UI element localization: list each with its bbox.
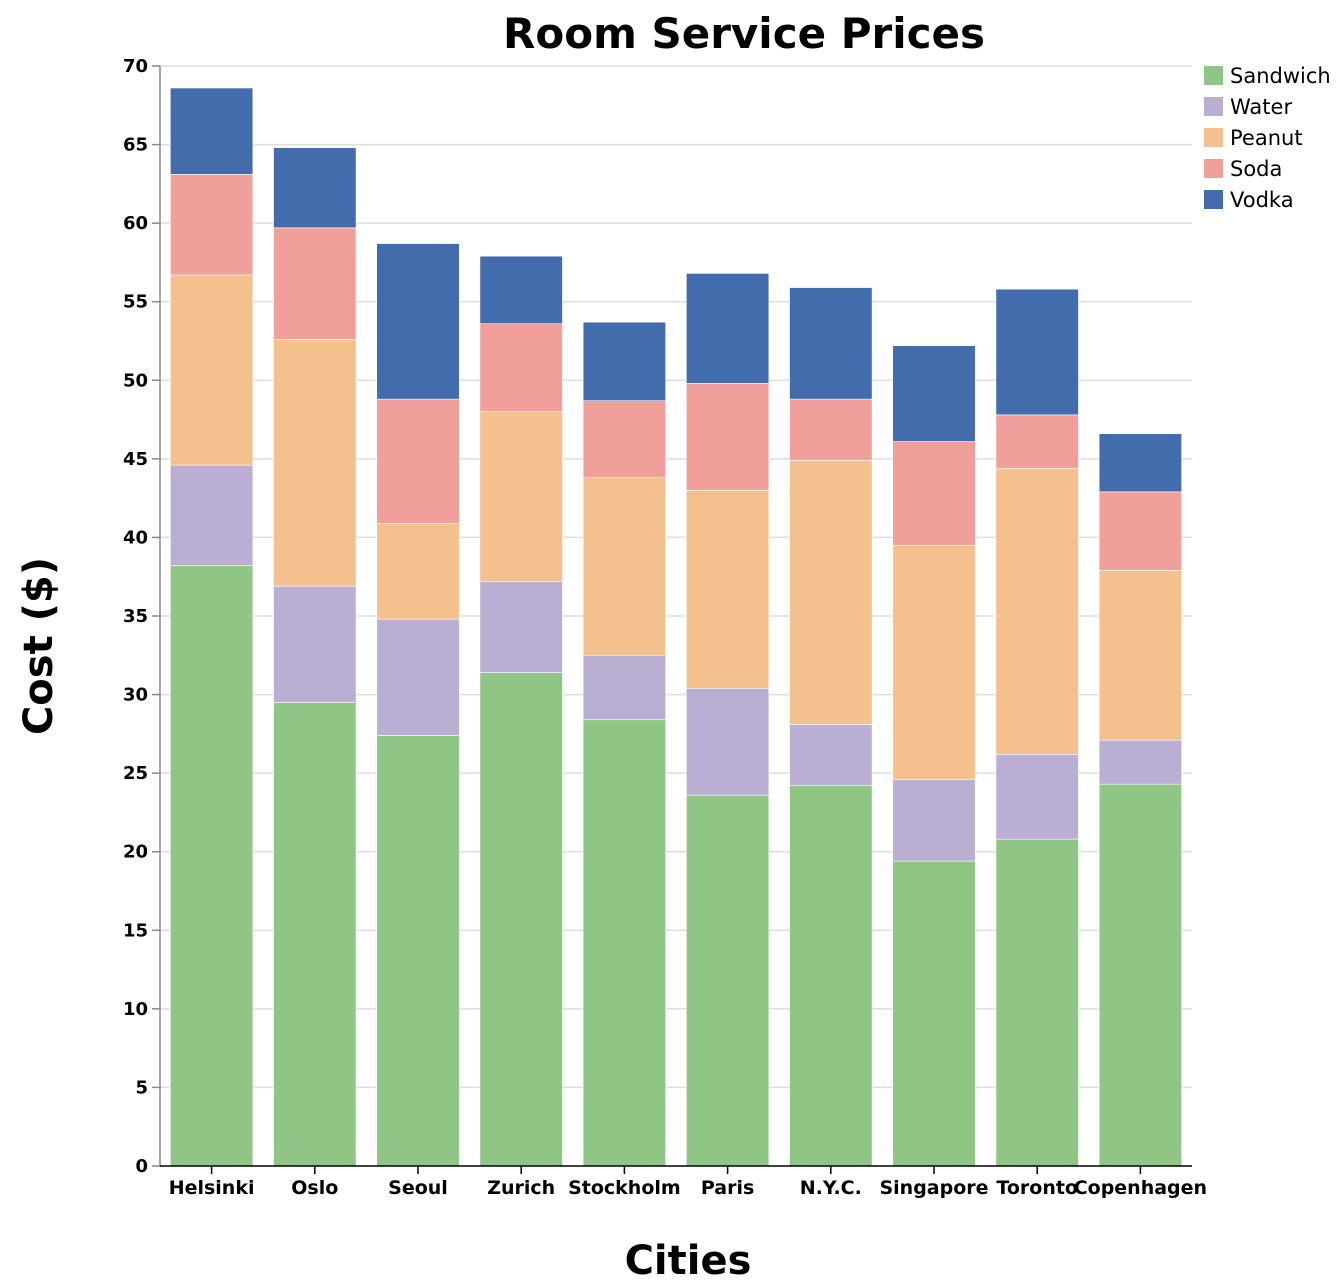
bar-peanut-seoul	[376, 522, 460, 620]
bar-vodka-copenhagen	[1098, 433, 1182, 493]
legend-swatch-water	[1204, 97, 1223, 116]
y-tick-label: 55	[123, 292, 148, 313]
bar-sandwich-n-y-c-	[789, 785, 873, 1167]
x-tick-label: Toronto	[996, 1177, 1078, 1199]
legend-swatch-sandwich	[1204, 66, 1223, 85]
bar-vodka-n-y-c-	[789, 287, 873, 400]
bar-vodka-stockholm	[582, 321, 666, 402]
legend-swatch-vodka	[1204, 190, 1223, 209]
y-tick-label: 15	[123, 920, 148, 941]
bar-peanut-singapore	[892, 544, 976, 780]
legend-label-soda: Soda	[1230, 157, 1282, 181]
bar-water-toronto	[995, 753, 1079, 840]
bars	[170, 87, 1182, 1167]
y-tick-label: 5	[135, 1077, 148, 1098]
x-ticks: Helsinki Oslo Seoul Zurich Stockholm Paris N.Y…	[169, 1166, 1207, 1199]
y-tick-label: 45	[123, 449, 148, 470]
y-tick-label: 0	[135, 1156, 148, 1177]
bar-soda-n-y-c-	[789, 398, 873, 461]
bar-water-singapore	[892, 779, 976, 862]
bar-sandwich-oslo	[273, 702, 357, 1167]
bar-sandwich-paris	[686, 794, 770, 1167]
bar-water-copenhagen	[1098, 739, 1182, 785]
bar-vodka-singapore	[892, 345, 976, 442]
chart-title: Room Service Prices	[503, 9, 985, 58]
y-tick-label: 30	[123, 685, 148, 706]
legend: Sandwich Water Peanut Soda Vodka	[1204, 64, 1331, 212]
bar-sandwich-stockholm	[582, 719, 666, 1167]
bar-vodka-oslo	[273, 147, 357, 229]
legend-swatch-soda	[1204, 159, 1223, 178]
bar-soda-stockholm	[582, 400, 666, 479]
x-tick-label: Seoul	[388, 1177, 448, 1199]
legend-swatch-peanut	[1204, 128, 1223, 147]
bar-water-paris	[686, 687, 770, 796]
bar-peanut-paris	[686, 489, 770, 689]
y-axis-label: Cost ($)	[16, 557, 62, 735]
x-tick-label: Paris	[701, 1177, 754, 1199]
bar-peanut-copenhagen	[1098, 570, 1182, 741]
bar-soda-helsinki	[170, 174, 254, 276]
bar-sandwich-zurich	[479, 672, 563, 1167]
bar-water-helsinki	[170, 464, 254, 567]
y-tick-label: 25	[123, 763, 148, 784]
bar-peanut-toronto	[995, 467, 1079, 755]
x-tick-label: Zurich	[487, 1177, 555, 1199]
y-tick-label: 20	[123, 842, 148, 863]
bar-peanut-zurich	[479, 411, 563, 582]
bar-soda-oslo	[273, 227, 357, 340]
x-tick-label: Copenhagen	[1074, 1177, 1207, 1199]
legend-label-water: Water	[1230, 95, 1292, 119]
x-tick-label: N.Y.C.	[800, 1177, 862, 1199]
y-tick-label: 10	[123, 999, 148, 1020]
x-tick-label: Helsinki	[169, 1177, 255, 1199]
y-tick-label: 60	[123, 213, 148, 234]
y-tick-label: 35	[123, 606, 148, 627]
bar-sandwich-seoul	[376, 735, 460, 1167]
bar-peanut-stockholm	[582, 477, 666, 656]
bar-sandwich-toronto	[995, 838, 1079, 1167]
x-tick-label: Stockholm	[568, 1177, 681, 1199]
y-tick-label: 40	[123, 527, 148, 548]
bar-vodka-paris	[686, 273, 770, 384]
y-tick-label: 65	[123, 135, 148, 156]
x-axis-label: Cities	[625, 1238, 752, 1284]
bar-sandwich-helsinki	[170, 565, 254, 1167]
bar-soda-toronto	[995, 414, 1079, 469]
bar-soda-paris	[686, 383, 770, 491]
legend-label-peanut: Peanut	[1230, 126, 1303, 150]
bar-vodka-toronto	[995, 288, 1079, 416]
y-tick-label: 70	[123, 56, 148, 77]
bar-vodka-helsinki	[170, 87, 254, 175]
bar-peanut-n-y-c-	[789, 460, 873, 725]
bar-vodka-zurich	[479, 255, 563, 325]
bar-water-oslo	[273, 585, 357, 703]
legend-label-sandwich: Sandwich	[1230, 64, 1331, 88]
bar-sandwich-singapore	[892, 860, 976, 1167]
bar-soda-seoul	[376, 398, 460, 524]
bar-peanut-helsinki	[170, 274, 254, 466]
bar-water-seoul	[376, 618, 460, 736]
bar-water-zurich	[479, 581, 563, 673]
y-tick-label: 50	[123, 370, 148, 391]
bar-peanut-oslo	[273, 339, 357, 587]
y-ticks: 0 5 10 15 20 25 30 35 40 45 50 55 60 65 70	[123, 56, 160, 1177]
bar-water-stockholm	[582, 654, 666, 721]
bar-soda-copenhagen	[1098, 491, 1182, 571]
bar-water-n-y-c-	[789, 724, 873, 787]
bar-soda-singapore	[892, 441, 976, 546]
bar-vodka-seoul	[376, 243, 460, 400]
bar-soda-zurich	[479, 323, 563, 413]
legend-label-vodka: Vodka	[1230, 188, 1294, 212]
x-tick-label: Oslo	[291, 1177, 338, 1199]
bar-sandwich-copenhagen	[1098, 783, 1182, 1167]
x-tick-label: Singapore	[879, 1177, 988, 1199]
